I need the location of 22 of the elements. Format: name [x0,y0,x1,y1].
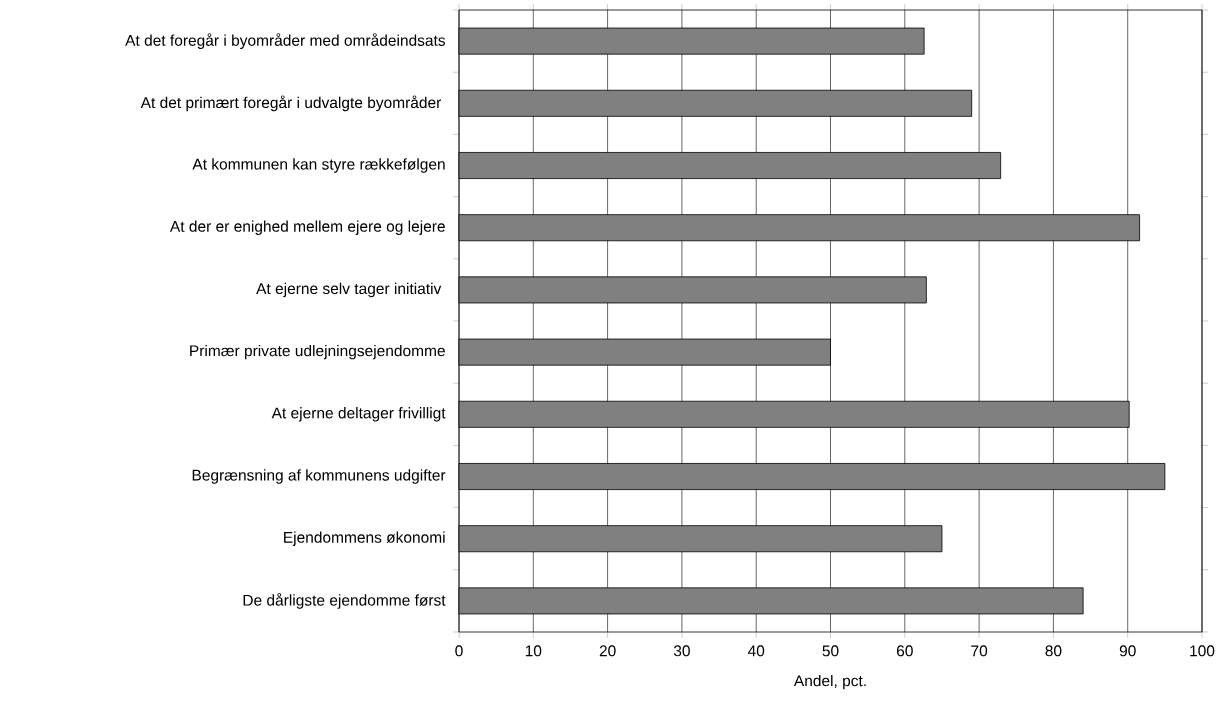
x-tick-label: 100 [1190,645,1215,657]
x-tick-label: 30 [673,645,690,657]
x-tick-label: 20 [599,645,616,657]
x-tick-label: 10 [525,645,542,657]
x-tick-label: 40 [747,645,765,657]
x-tick-label: 90 [1119,645,1136,657]
y-tick-label: Primær private udlejningsejendomme [190,344,445,360]
y-tick-label: At det primært foregår i udvalgte byområder [140,95,442,112]
x-tick-label: 80 [1045,645,1062,657]
y-tick-label: At ejerne selv tager initiativ [256,282,442,298]
y-tick-label: At kommunen kan styre rækkefølgen [192,158,445,173]
y-tick-label: De dårligste ejendomme først [243,593,446,609]
y-tick-label: At det foregår i byområder med områdeindsats [125,33,446,49]
y-tick-label: At der er enighed mellem ejere og lejere [169,220,445,235]
x-axis-title: Andel, pct. [793,674,866,690]
x-tick-label: 70 [971,645,988,657]
y-tick-label: Ejendommens økonomi [284,531,445,546]
x-tick-label: 0 [455,645,463,657]
y-tick-label: Begrænsning af kommunens udgifter [192,469,446,484]
x-tick-label: 50 [822,645,839,657]
x-tick-label: 60 [896,645,913,657]
y-tick-label: At ejerne deltager frivilligt [271,407,446,422]
